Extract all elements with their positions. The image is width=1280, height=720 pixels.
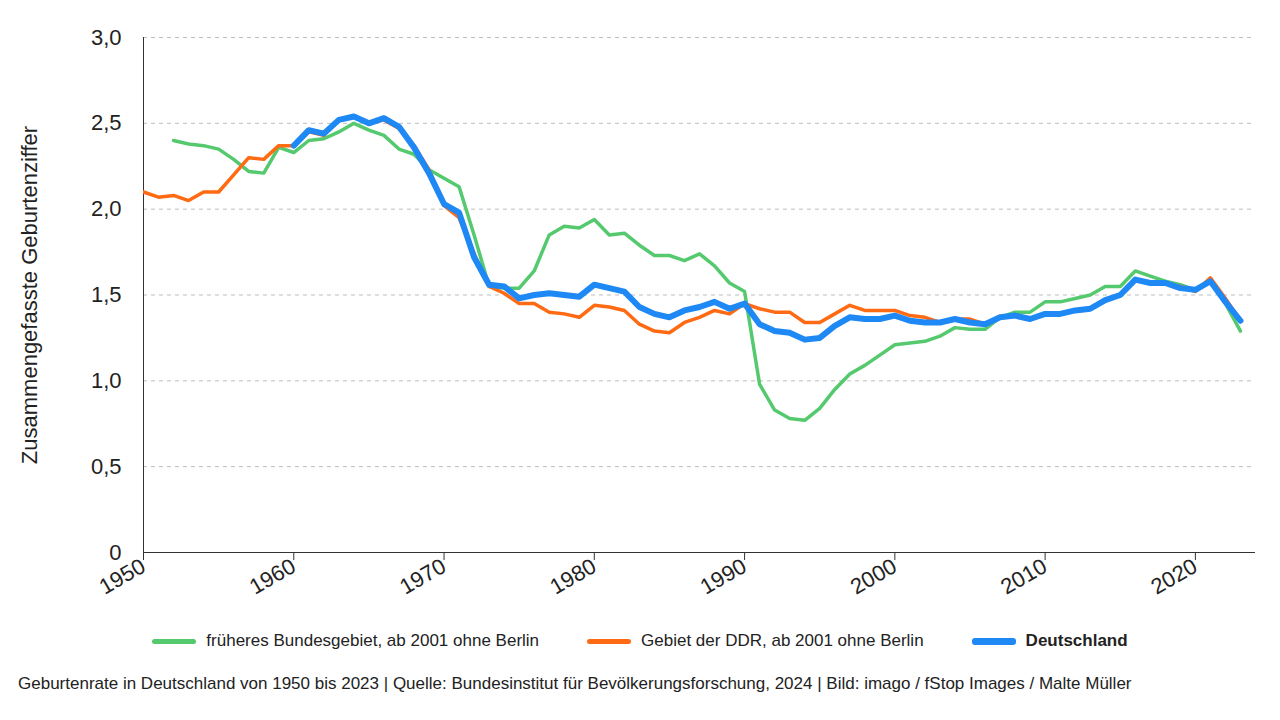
- html-text:Gebiet der DDR, ab 2001 ohne B: Gebiet der DDR, ab 2001 ohne Berlin: [641, 631, 924, 650]
- svg-text:Zusammengefasste Geburtenziffe: Zusammengefasste Geburtenziffer: [17, 126, 42, 464]
- html-text:Geburtenrate in Deutschland vo: Geburtenrate in Deutschland von 1950 bis…: [18, 674, 1132, 693]
- svg-text:1980: 1980: [545, 553, 600, 599]
- svg-text:2,0: 2,0: [91, 196, 122, 221]
- svg-text:2020: 2020: [1147, 553, 1202, 599]
- svg-text:1950: 1950: [95, 553, 150, 599]
- html-text:Deutschland: Deutschland: [1025, 631, 1128, 650]
- svg-text:1970: 1970: [395, 553, 450, 599]
- svg-text:1,0: 1,0: [91, 368, 122, 393]
- svg-text:2,5: 2,5: [91, 110, 122, 135]
- svg-text:1,5: 1,5: [91, 282, 122, 307]
- html-text:früheres Bundesgebiet, ab 2001: früheres Bundesgebiet, ab 2001 ohne Berl…: [206, 631, 539, 650]
- svg-text:1990: 1990: [696, 553, 751, 599]
- svg-text:3,0: 3,0: [91, 25, 122, 50]
- svg-text:0,5: 0,5: [91, 454, 122, 479]
- svg-text:2000: 2000: [846, 553, 901, 599]
- svg-text:0: 0: [109, 540, 121, 565]
- svg-text:1960: 1960: [245, 553, 300, 599]
- svg-text:2010: 2010: [996, 553, 1051, 599]
